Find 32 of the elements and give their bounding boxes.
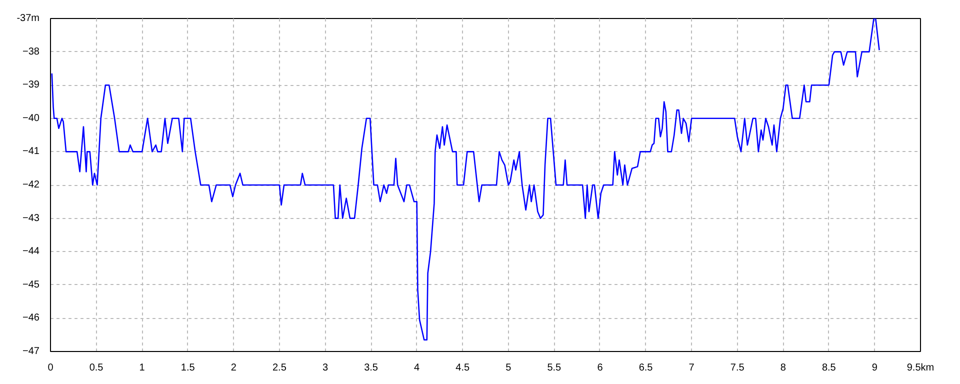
x-tick-label: 0.5 xyxy=(89,362,104,374)
x-tick-label: 7 xyxy=(688,362,695,374)
x-tick-label: 0 xyxy=(48,362,54,374)
y-tick-label: −44 xyxy=(22,246,40,258)
y-tick-label: −39 xyxy=(22,80,40,91)
y-tick-label: −45 xyxy=(22,279,40,290)
x-tick-label: 1.5 xyxy=(180,362,196,374)
x-tick-label: 1 xyxy=(139,362,146,374)
y-tick-label: -37m xyxy=(16,13,40,24)
x-tick-label: 3.5 xyxy=(364,362,378,374)
x-tick-label: 7.5 xyxy=(730,362,745,374)
y-tick-label: −41 xyxy=(22,146,40,158)
y-tick-label: −40 xyxy=(22,112,40,124)
x-tick-label: 4 xyxy=(414,362,420,374)
x-tick-label: 3 xyxy=(322,362,328,374)
line-series xyxy=(51,18,880,340)
x-tick-label: 4.5 xyxy=(456,362,470,374)
x-tick-label: 2.5 xyxy=(272,362,287,374)
x-tick-label: 5.5 xyxy=(547,362,562,374)
x-tick-label: 8 xyxy=(780,362,786,374)
y-tick-label: −43 xyxy=(22,212,40,224)
y-tick-label: −47 xyxy=(22,346,40,357)
x-tick-label: 5 xyxy=(506,362,512,374)
y-tick-label: −46 xyxy=(22,312,40,324)
y-tick-label: −38 xyxy=(22,46,40,58)
x-tick-label: 6.5 xyxy=(638,362,654,374)
x-tick-label: 9.5km xyxy=(906,362,934,374)
x-tick-label: 8.5 xyxy=(822,362,836,374)
x-tick-label: 2 xyxy=(230,362,237,374)
x-tick-label: 9 xyxy=(872,362,878,374)
y-tick-label: −42 xyxy=(22,180,40,190)
x-tick-label: 6 xyxy=(597,362,604,374)
